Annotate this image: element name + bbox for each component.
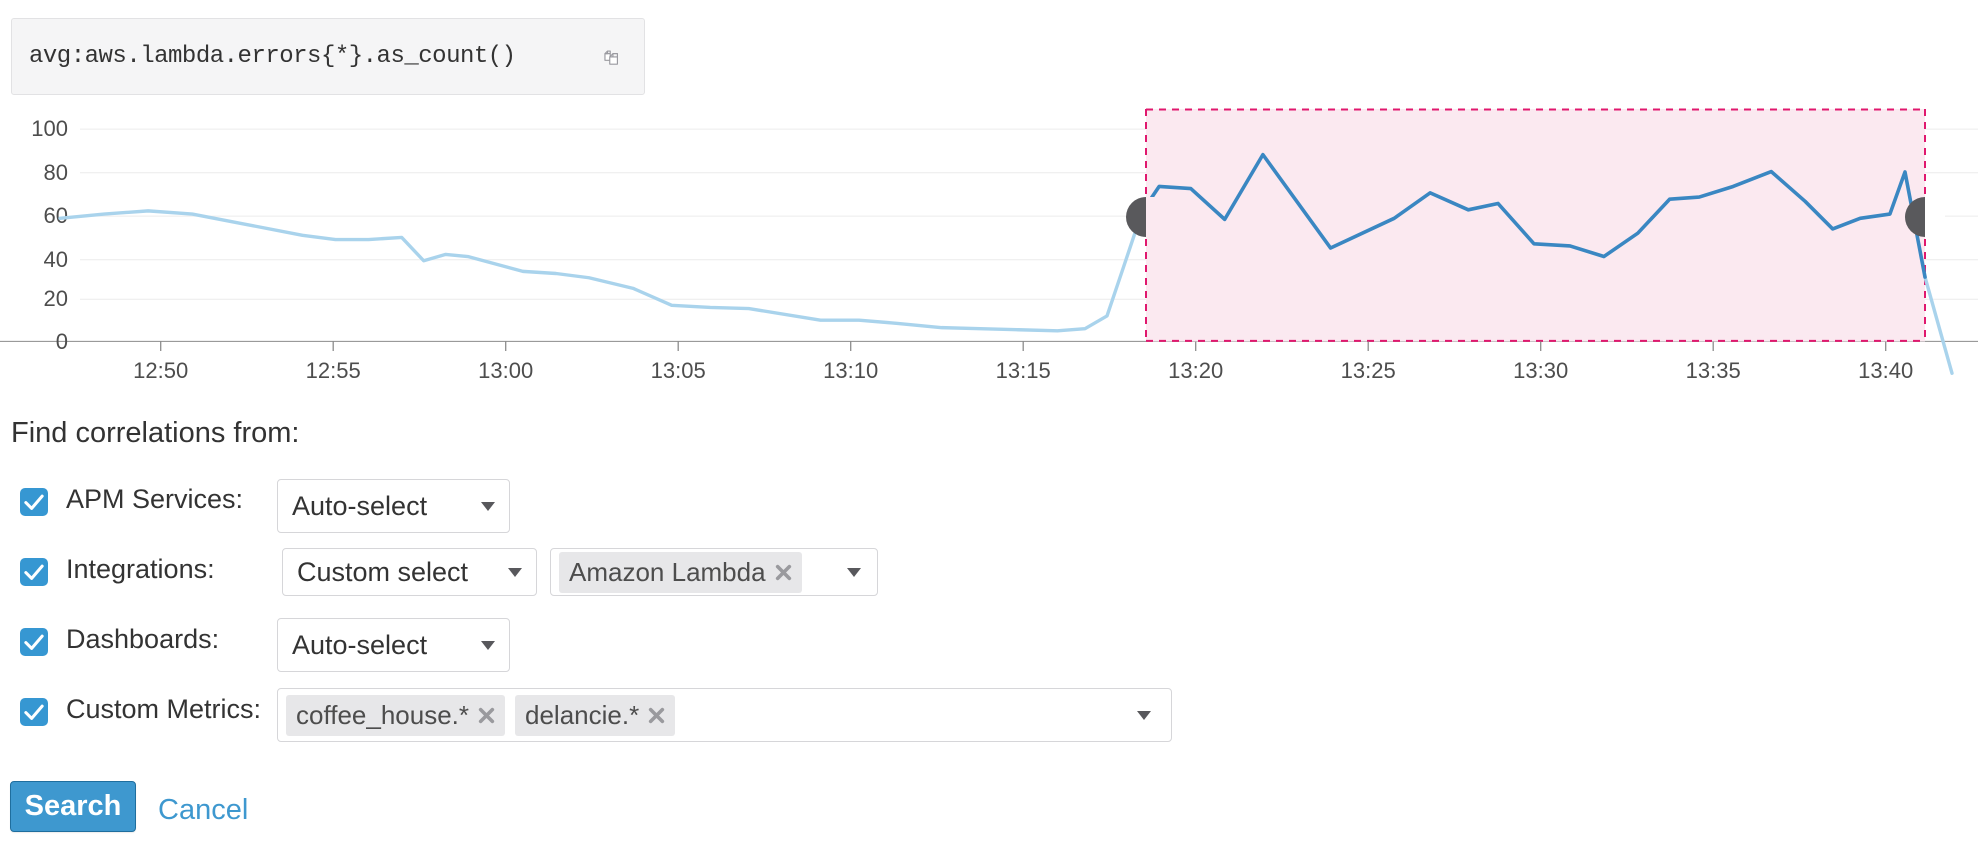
svg-text:13:35: 13:35 xyxy=(1686,358,1741,383)
svg-text:40: 40 xyxy=(44,247,68,272)
svg-text:0: 0 xyxy=(56,329,68,354)
svg-text:80: 80 xyxy=(44,160,68,185)
svg-text:13:20: 13:20 xyxy=(1168,358,1223,383)
svg-text:20: 20 xyxy=(44,286,68,311)
svg-text:13:05: 13:05 xyxy=(651,358,706,383)
svg-text:13:30: 13:30 xyxy=(1513,358,1568,383)
svg-text:12:50: 12:50 xyxy=(133,358,188,383)
svg-text:13:10: 13:10 xyxy=(823,358,878,383)
svg-text:13:15: 13:15 xyxy=(996,358,1051,383)
svg-text:13:25: 13:25 xyxy=(1341,358,1396,383)
svg-text:13:40: 13:40 xyxy=(1858,358,1913,383)
svg-text:60: 60 xyxy=(44,203,68,228)
svg-text:12:55: 12:55 xyxy=(306,358,361,383)
svg-text:100: 100 xyxy=(31,116,68,141)
svg-text:13:00: 13:00 xyxy=(478,358,533,383)
